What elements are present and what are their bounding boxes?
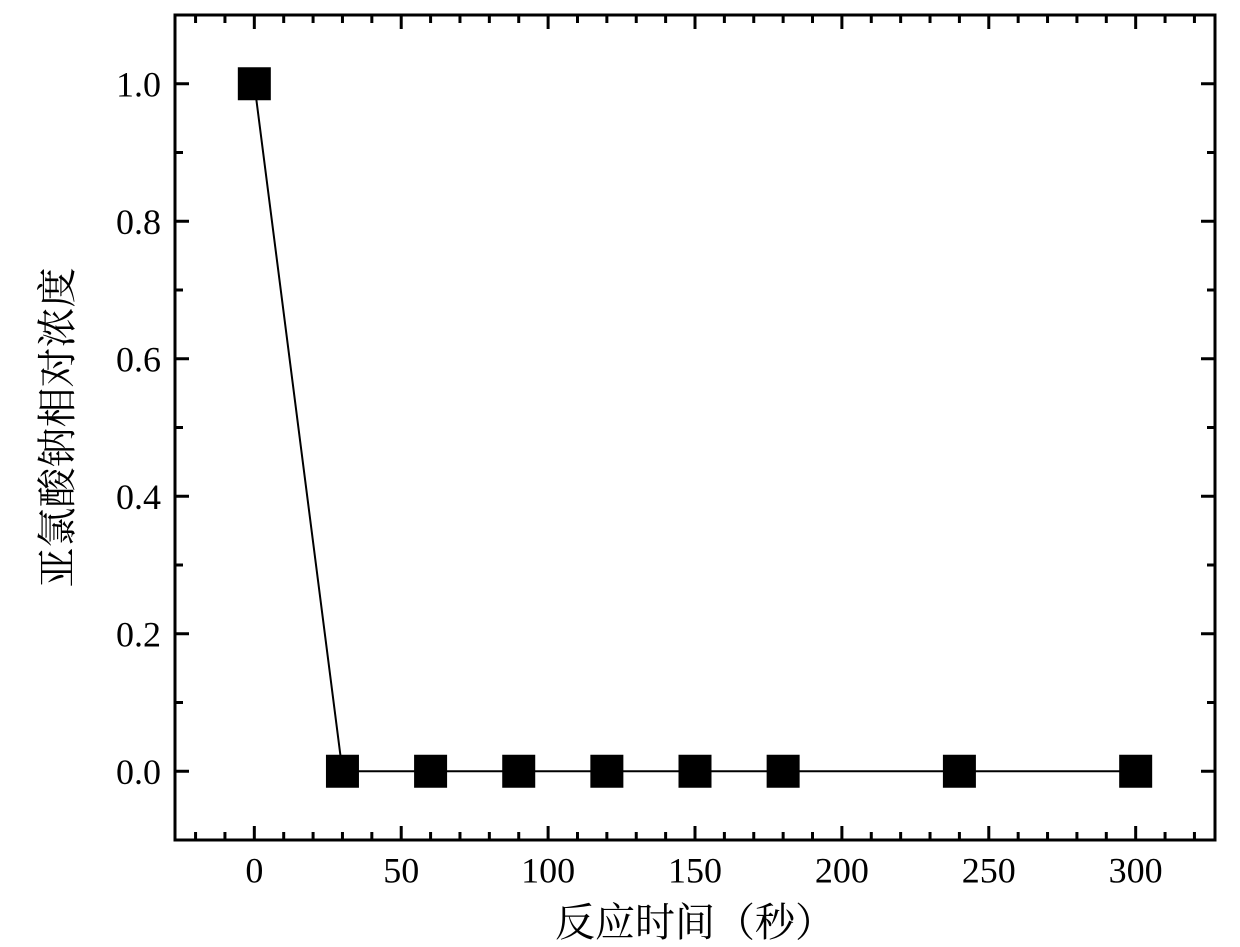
data-marker (591, 755, 623, 787)
data-marker (943, 755, 975, 787)
data-marker (238, 68, 270, 100)
x-tick-label: 100 (521, 851, 575, 891)
y-tick-label: 0.6 (116, 339, 161, 379)
chart-container: 0 50 100 150 200 250 300 0.0 0.2 0.4 0.6 0.8 1.0 反应时间… (0, 0, 1240, 947)
data-marker (679, 755, 711, 787)
data-marker (326, 755, 358, 787)
x-tick-label: 200 (815, 851, 869, 891)
y-tick-label: 1.0 (116, 64, 161, 104)
x-tick-label: 0 (245, 851, 263, 891)
y-axis-label: 亚氯酸钠相对浓度 (26, 268, 83, 588)
chart-svg: 0 50 100 150 200 250 300 0.0 0.2 0.4 0.6 0.8 1.0 反应时间… (0, 0, 1240, 947)
x-tick-label: 250 (962, 851, 1016, 891)
y-tick-label: 0.0 (116, 752, 161, 792)
data-marker (415, 755, 447, 787)
data-marker (767, 755, 799, 787)
y-tick-label: 0.8 (116, 202, 161, 242)
x-axis-label: 反应时间（秒） (555, 891, 835, 947)
data-marker (503, 755, 535, 787)
y-tick-label: 0.2 (116, 614, 161, 654)
x-tick-label: 50 (383, 851, 419, 891)
y-tick-label: 0.4 (116, 477, 161, 517)
x-tick-label: 300 (1109, 851, 1163, 891)
data-marker (1120, 755, 1152, 787)
x-tick-label: 150 (668, 851, 722, 891)
